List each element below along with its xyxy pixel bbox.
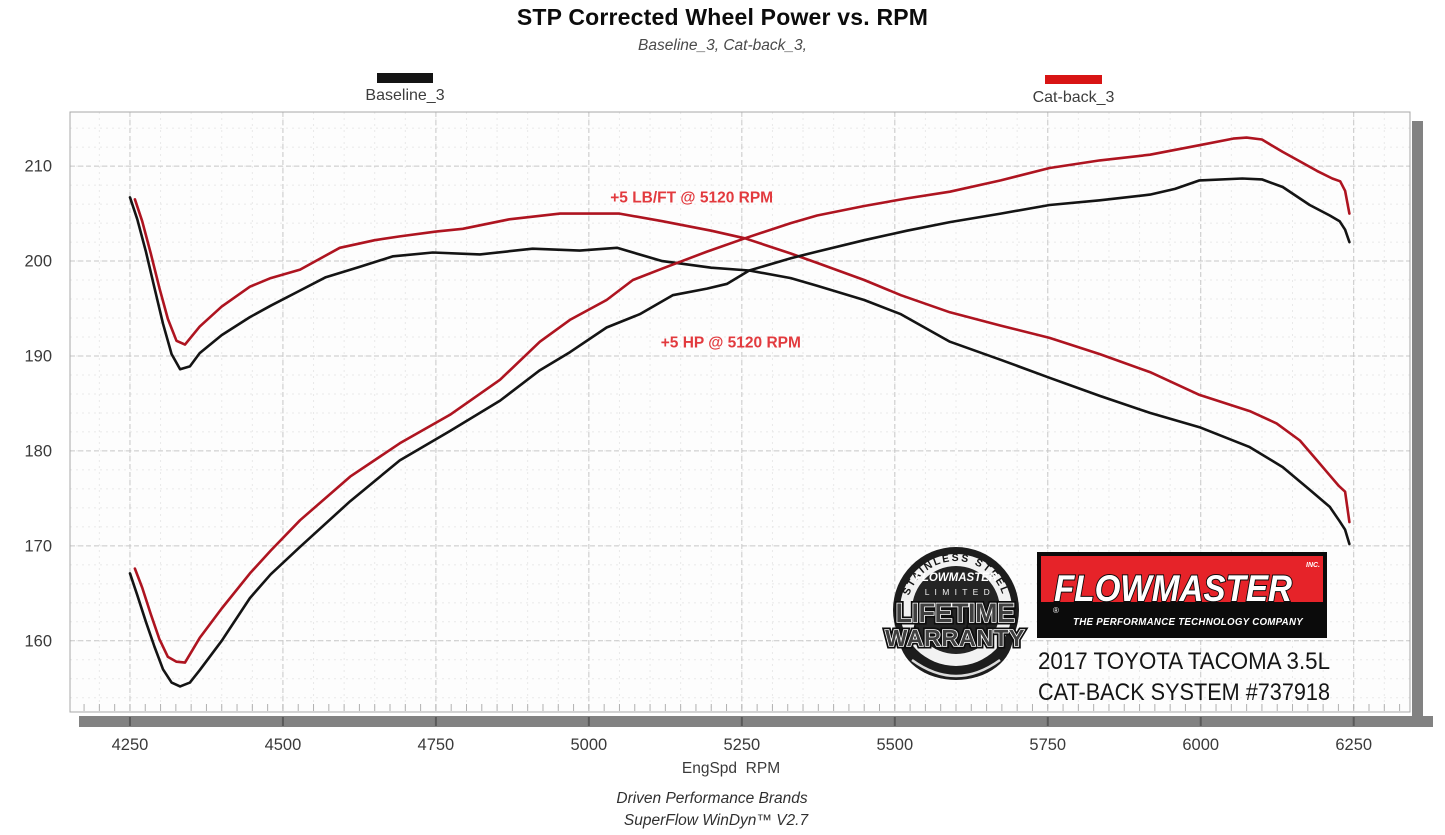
- y-tick-labels: 160 170 180 190 200 210: [24, 158, 52, 651]
- svg-text:6250: 6250: [1335, 736, 1372, 754]
- plot-border: [69, 111, 1411, 713]
- svg-text:L I M I T E D: L I M I T E D: [925, 587, 992, 597]
- svg-text:INC.: INC.: [1306, 562, 1320, 569]
- svg-text:5250: 5250: [723, 736, 760, 754]
- flowmaster-logo: FLOWMASTER INC. ® THE PERFORMANCE TECHNOLOG…: [1037, 552, 1327, 638]
- vehicle-line-2: CAT-BACK SYSTEM #737918: [1038, 679, 1330, 706]
- svg-text:LIFETIME: LIFETIME: [896, 598, 1015, 628]
- right-shadow-bar: [1412, 121, 1423, 716]
- series-cat-back-3-horsepower: [133, 136, 1351, 664]
- svg-text:170: 170: [24, 537, 52, 555]
- grid-major: [70, 112, 1410, 712]
- annotation-0: +5 LB/FT @ 5120 RPM: [610, 189, 773, 206]
- footer-software-line: SuperFlow WinDyn™ V2.7: [623, 812, 809, 829]
- svg-text:160: 160: [24, 632, 52, 650]
- annotation-1: +5 HP @ 5120 RPM: [661, 335, 801, 352]
- svg-text:4250: 4250: [112, 736, 149, 754]
- x-axis-title: EngSpd RPM: [681, 760, 781, 777]
- x-minor-ticks: [83, 704, 1401, 711]
- legend-swatch-baseline: [377, 73, 433, 83]
- svg-text:WARRANTY: WARRANTY: [885, 625, 1025, 651]
- legend-label-catback: Cat-back_3: [1032, 89, 1115, 106]
- footer-brand-line: Driven Performance Brands: [616, 790, 808, 807]
- svg-text:4750: 4750: [418, 736, 455, 754]
- svg-text:LIFETIME: LIFETIME: [896, 598, 1015, 628]
- legend-label-baseline: Baseline_3: [365, 87, 445, 104]
- logo-tagline: THE PERFORMANCE TECHNOLOGY COMPANY: [1073, 616, 1304, 628]
- x-tick-labels: 4250 4500 4750 5000 5250 5500 5750 6000 6250: [112, 736, 1372, 754]
- x-axis-bar: [79, 716, 1433, 727]
- svg-text:5000: 5000: [571, 736, 608, 754]
- chart-subtitle: Baseline_3, Cat-back_3,: [638, 37, 807, 54]
- svg-text:210: 210: [24, 158, 52, 176]
- svg-text:WARRANTY: WARRANTY: [885, 625, 1025, 651]
- x-major-ticks: [128, 717, 1355, 726]
- svg-text:4500: 4500: [265, 736, 302, 754]
- svg-text:190: 190: [24, 347, 52, 365]
- svg-text:®: ®: [1053, 606, 1059, 615]
- svg-text:6000: 6000: [1182, 736, 1219, 754]
- svg-text:200: 200: [24, 253, 52, 271]
- svg-text:FLOWMASTER: FLOWMASTER: [915, 572, 998, 584]
- svg-text:5750: 5750: [1029, 736, 1066, 754]
- page-title: STP Corrected Wheel Power vs. RPM: [516, 4, 929, 30]
- svg-text:5500: 5500: [876, 736, 913, 754]
- svg-text:180: 180: [24, 442, 52, 460]
- legend-swatch-catback: [1045, 75, 1102, 84]
- logo-wordmark: FLOWMASTER: [1054, 568, 1292, 609]
- series-baseline-3-horsepower: [128, 177, 1351, 688]
- vehicle-line-1: 2017 TOYOTA TACOMA 3.5L: [1038, 648, 1330, 675]
- series-cat-back-3-torque-lb-ft-: [133, 198, 1351, 524]
- series-baseline-3-torque-lb-ft-: [128, 196, 1351, 546]
